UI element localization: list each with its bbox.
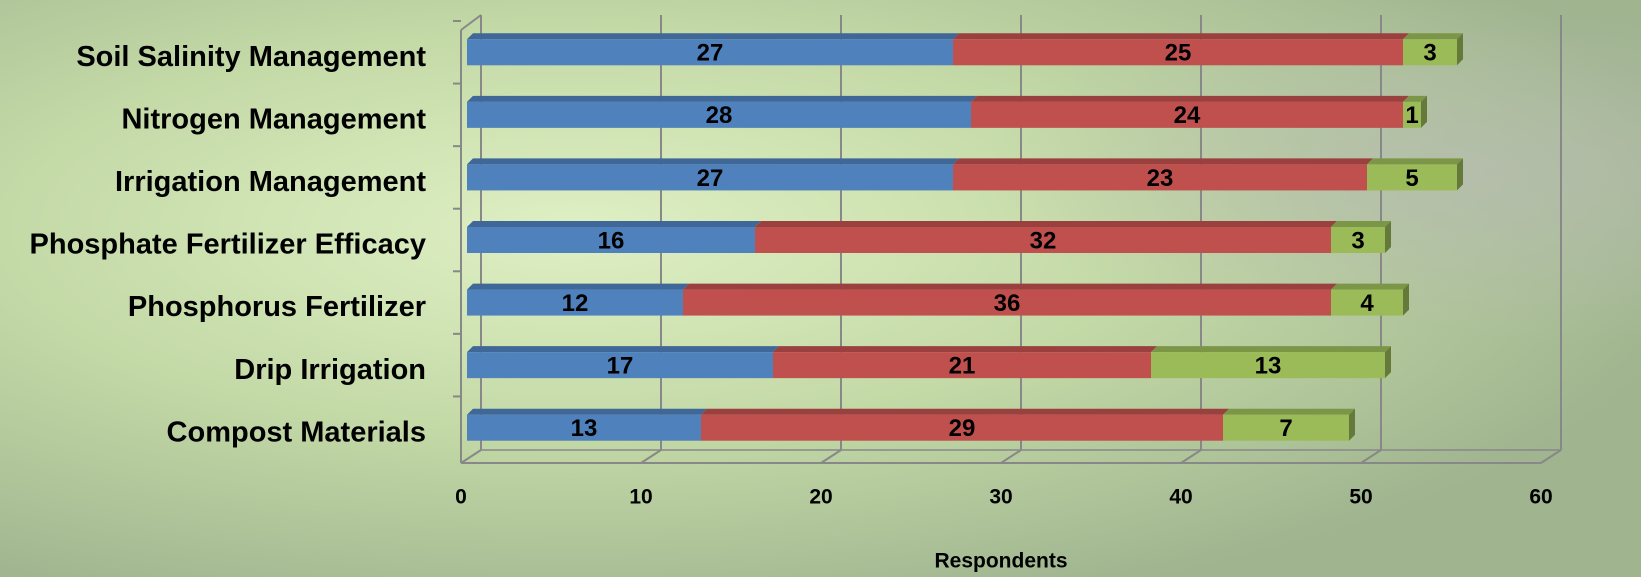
bar-top — [467, 95, 977, 102]
x-tick-label: 30 — [989, 486, 1012, 509]
y-tick-label: Nitrogen Management — [121, 104, 426, 136]
bar — [755, 227, 1331, 253]
bar — [1223, 414, 1349, 441]
floor-grid-line — [1540, 449, 1562, 464]
bar-top — [1331, 283, 1409, 290]
bar — [467, 352, 773, 379]
data-label: 36 — [994, 290, 1021, 317]
bar — [467, 414, 701, 441]
data-label: 1 — [1405, 102, 1418, 129]
data-label: 24 — [1174, 102, 1201, 129]
floor-grid-line — [1000, 449, 1022, 464]
bar — [773, 352, 1151, 379]
x-tick-label: 20 — [809, 486, 832, 509]
bar-top — [467, 33, 959, 40]
bar — [467, 101, 971, 128]
x-tick-label: 50 — [1349, 486, 1372, 509]
x-tick-label: 10 — [629, 486, 652, 509]
bar — [683, 289, 1331, 316]
floor-grid-line — [460, 449, 482, 464]
bar-side — [1403, 283, 1409, 316]
y-tick-label: Soil Salinity Management — [76, 41, 426, 73]
bar-side — [1385, 346, 1391, 379]
data-label: 32 — [1030, 227, 1057, 254]
bar — [1331, 227, 1385, 253]
bar — [467, 227, 755, 253]
bar — [1331, 289, 1403, 316]
x-tick-label: 0 — [455, 486, 467, 509]
y-tick-label: Phosphorus Fertilizer — [128, 291, 426, 323]
bar-top — [1367, 158, 1463, 165]
bar-top — [1403, 95, 1427, 102]
bar — [701, 414, 1223, 441]
bar-top — [971, 95, 1409, 102]
data-label: 12 — [562, 290, 589, 317]
bar — [467, 39, 953, 66]
data-label: 27 — [697, 165, 724, 192]
data-label: 17 — [607, 352, 634, 379]
bar-side — [1457, 33, 1463, 66]
bar-top — [683, 283, 1337, 290]
bar — [971, 101, 1403, 128]
bar-side — [1385, 221, 1391, 253]
data-label: 4 — [1360, 290, 1374, 317]
data-label: 16 — [598, 227, 625, 254]
y-tick-label: Irrigation Management — [115, 166, 426, 198]
data-label: 13 — [571, 415, 598, 442]
bar-top — [755, 221, 1337, 227]
data-label: 28 — [706, 102, 733, 129]
data-label: 3 — [1423, 40, 1436, 67]
bar-top — [953, 158, 1373, 165]
bar-top — [1331, 221, 1391, 227]
bar — [953, 39, 1403, 66]
data-label: 27 — [697, 40, 724, 67]
bar-top — [467, 408, 707, 415]
data-label: 25 — [1165, 40, 1192, 67]
data-label: 23 — [1147, 165, 1174, 192]
bar-top — [467, 346, 779, 353]
y-tick-label: Compost Materials — [167, 416, 426, 448]
bar-top — [467, 221, 761, 227]
bar-top — [467, 283, 689, 290]
floor-grid-line — [640, 449, 662, 464]
bar — [1151, 352, 1385, 379]
bar — [1403, 101, 1421, 128]
left-axis-top — [460, 14, 482, 31]
x-axis-title: Respondents — [934, 550, 1067, 573]
data-label: 29 — [949, 415, 976, 442]
bar-top — [953, 33, 1409, 40]
bar-top — [701, 408, 1229, 415]
floor-grid-line — [1360, 449, 1382, 464]
data-label: 5 — [1405, 165, 1418, 192]
bar-top — [773, 346, 1157, 353]
bar-side — [1421, 95, 1427, 128]
bar-top — [1223, 408, 1355, 415]
bar — [467, 164, 953, 191]
data-label: 3 — [1351, 227, 1364, 254]
bar-top — [1403, 33, 1463, 40]
y-tick-label: Phosphate Fertilizer Efficacy — [30, 229, 426, 261]
bar — [953, 164, 1367, 191]
y-tick-label: Drip Irrigation — [234, 354, 426, 386]
floor-grid-line — [1180, 449, 1202, 464]
x-tick-label: 60 — [1529, 486, 1552, 509]
data-label: 21 — [949, 352, 976, 379]
bar-side — [1349, 408, 1355, 441]
bar-top — [1151, 346, 1391, 353]
bar — [1367, 164, 1457, 191]
floor-grid-line — [820, 449, 842, 464]
data-label: 13 — [1255, 352, 1282, 379]
bar — [467, 289, 683, 316]
data-label: 7 — [1279, 415, 1292, 442]
bar-top — [467, 158, 959, 165]
bar — [1403, 39, 1457, 66]
bar-side — [1457, 158, 1463, 191]
x-tick-label: 40 — [1169, 486, 1192, 509]
